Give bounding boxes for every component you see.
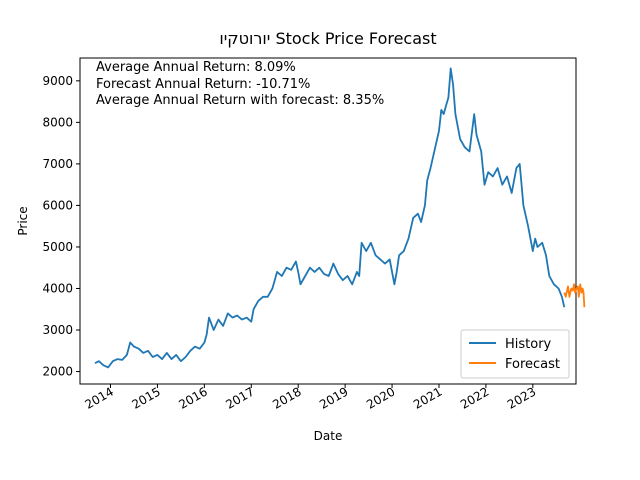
annotation-block: Average Annual Return: 8.09% Forecast An…: [96, 60, 384, 108]
y-tick-label: 9000: [42, 74, 73, 88]
annotation-average-annual-return: Average Annual Return: 8.09%: [96, 60, 296, 75]
y-tick-label: 3000: [42, 323, 73, 337]
y-tick-label: 8000: [42, 115, 73, 129]
y-tick-label: 7000: [42, 157, 73, 171]
chart-title: יורוטקיו Stock Price Forecast: [219, 29, 436, 48]
x-tick-label: 2016: [176, 384, 209, 411]
series-lines: [94, 67, 586, 369]
legend: History Forecast: [460, 329, 570, 379]
x-tick-label: 2021: [411, 384, 444, 411]
legend-label-history: History: [505, 337, 552, 352]
x-tick-label: 2020: [364, 384, 397, 411]
x-tick-label: 2018: [270, 384, 303, 411]
y-tick-label: 2000: [42, 365, 73, 379]
y-tick-label: 4000: [42, 281, 73, 295]
x-tick-label: 2015: [129, 384, 162, 411]
y-tick-label: 6000: [42, 198, 73, 212]
plot-area-frame: [79, 57, 577, 385]
y-axis-label: Price: [16, 206, 30, 235]
x-tick-label: 2022: [458, 384, 491, 411]
x-tick-label: 2014: [83, 384, 116, 411]
x-tick-label: 2023: [505, 384, 538, 411]
annotation-average-annual-return-with-forecast: Average Annual Return with forecast: 8.3…: [96, 93, 384, 108]
x-tick-label: 2017: [223, 384, 256, 411]
series-line-forecast: [563, 283, 586, 308]
annotation-forecast-annual-return: Forecast Annual Return: -10.71%: [96, 77, 310, 92]
y-tick-label: 5000: [42, 240, 73, 254]
y-axis: 2000 3000 4000 5000 6000 7000 8000 9000: [42, 74, 80, 379]
x-tick-label: 2019: [317, 384, 350, 411]
x-axis: 2014 2015 2016 2017 2018 2019 2020 2021 2022 2023: [83, 384, 538, 412]
x-axis-label: Date: [314, 429, 343, 443]
series-line-history: [94, 67, 566, 369]
legend-label-forecast: Forecast: [505, 357, 560, 372]
